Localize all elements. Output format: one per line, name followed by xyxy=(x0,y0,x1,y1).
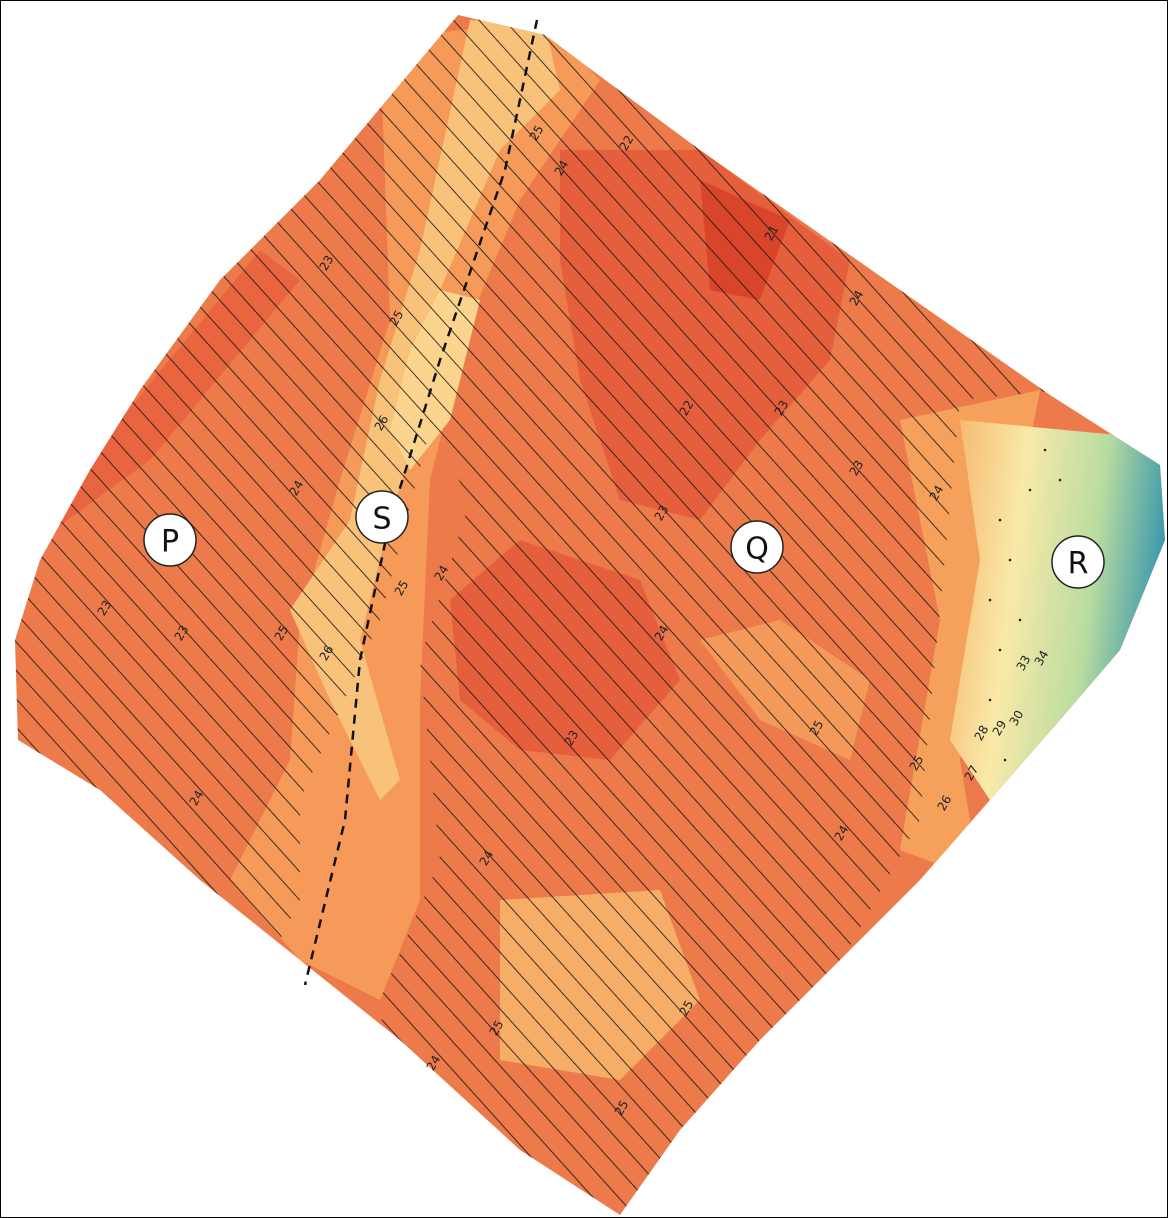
marker-label: Q xyxy=(745,532,769,567)
marker-label: S xyxy=(372,502,391,537)
marker-label: R xyxy=(1068,547,1089,582)
marker-label: P xyxy=(161,525,179,560)
map: 2325262425262523232422212422232324232424… xyxy=(0,0,1168,1218)
